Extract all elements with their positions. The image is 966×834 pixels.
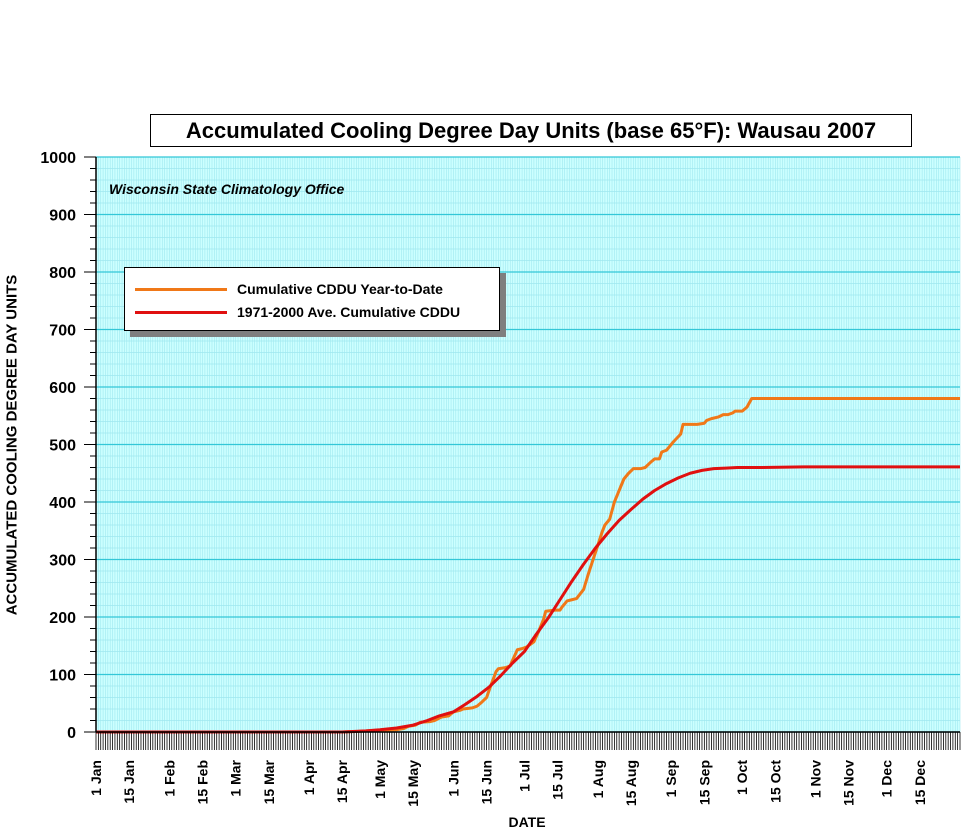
y-tick-label: 0 [67,725,76,742]
y-tick-label: 600 [49,380,76,397]
x-tick-label: 1 Jul [516,760,532,792]
x-tick-label: 15 Oct [767,760,783,803]
legend-label-average: 1971-2000 Ave. Cumulative CDDU [237,304,461,320]
x-tick-label: 1 Jan [88,760,104,796]
y-tick-label: 300 [49,553,76,570]
x-tick-label: 1 Dec [879,760,895,798]
x-axis-label: DATE [508,814,546,830]
x-tick-label: 1 Nov [808,760,824,798]
x-tick-label: 15 Jun [479,760,495,804]
y-tick-label: 1000 [40,150,76,167]
axes: 0 100 200 300 400 500 600 700 800 900 1000 1 Jan 15 … [40,150,961,807]
y-tick-label: 800 [49,265,76,282]
x-tick-label: 15 Sep [696,760,712,805]
chart-subtitle: Wisconsin State Climatology Office [109,181,345,197]
series-line-0 [96,397,960,734]
y-tick-label: 200 [49,610,76,627]
x-tick-label: 1 Mar [228,759,244,796]
x-tick-label: 1 Oct [734,760,750,795]
legend-item-year-to-date: Cumulative CDDU Year-to-Date [135,279,443,299]
x-tick-label: 15 Mar [261,759,277,804]
series-layer [96,397,960,734]
y-tick-label: 700 [49,323,76,340]
x-tick-label: 15 Feb [195,760,211,804]
chart-title: Accumulated Cooling Degree Day Units (ba… [150,114,912,147]
grid-lines [95,156,961,733]
x-tick-label: 15 Jan [121,760,137,804]
x-tick-label: 1 Apr [301,759,317,795]
y-tick-label: 100 [49,668,76,685]
x-tick-label: 1 Sep [663,760,679,797]
legend: Cumulative CDDU Year-to-Date 1971-2000 A… [124,267,500,331]
x-tick-label: 15 Dec [912,760,928,805]
legend-swatch-average [135,310,227,314]
x-tick-label: 15 Aug [623,760,639,806]
x-tick-label: 15 Nov [841,760,857,806]
x-tick-label: 1 Feb [161,760,177,797]
x-tick-label: 1 May [372,760,388,799]
y-tick-label: 900 [49,208,76,225]
x-tick-label: 1 Jun [445,760,461,797]
legend-label-year-to-date: Cumulative CDDU Year-to-Date [237,281,443,297]
x-tick-label: 15 Jul [550,760,566,800]
x-tick-label: 1 Aug [590,760,606,798]
y-axis-label: ACCUMULATED COOLING DEGREE DAY UNITS [3,274,21,616]
legend-item-average: 1971-2000 Ave. Cumulative CDDU [135,302,460,322]
y-tick-label: 400 [49,495,76,512]
y-tick-label: 500 [49,438,76,455]
x-ticks-daily [95,732,961,750]
series-line-1 [96,465,960,734]
x-tick-label: 15 May [405,760,421,807]
x-tick-label: 15 Apr [334,759,350,803]
legend-swatch-year-to-date [135,287,227,291]
